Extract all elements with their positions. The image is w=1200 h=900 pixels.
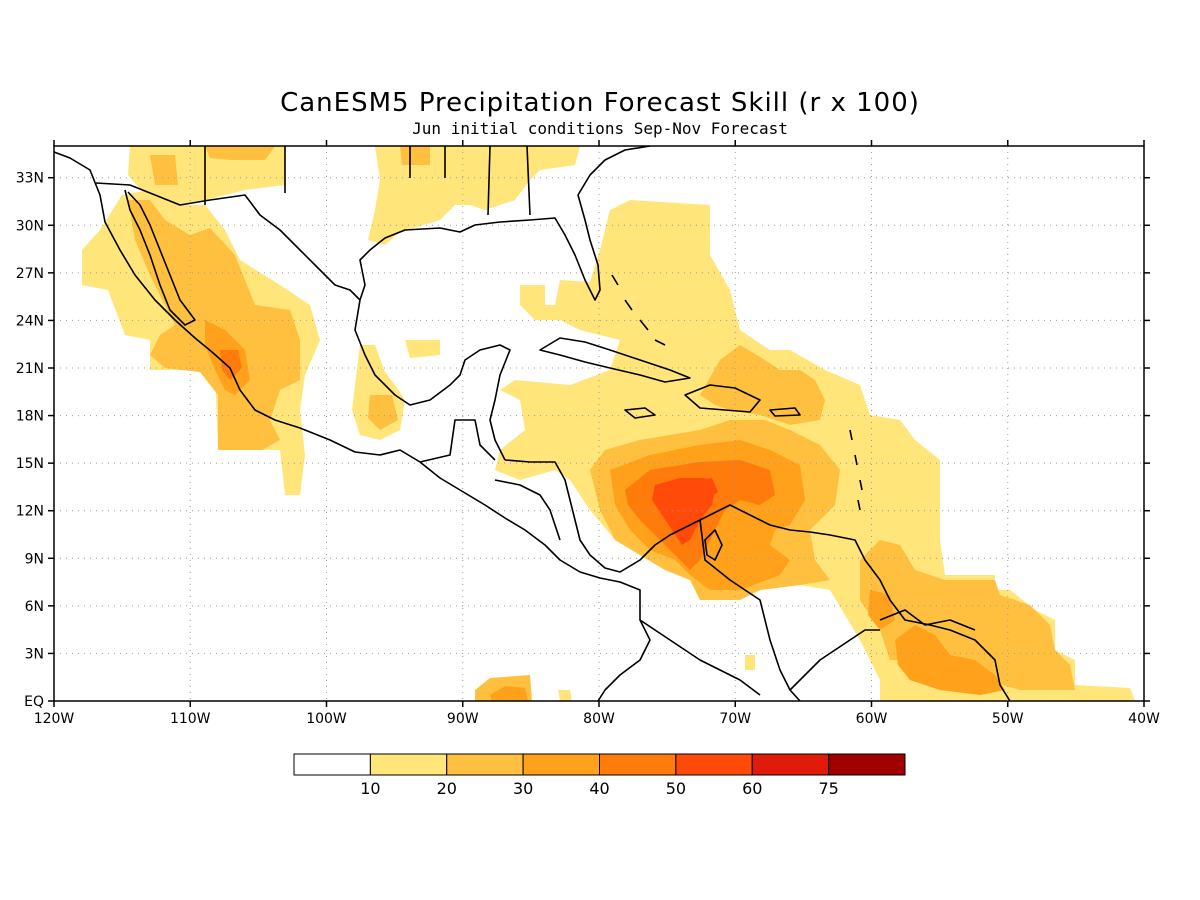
gulf-coast-mexico	[354, 299, 511, 461]
skill-region-pacific-eq-10	[558, 690, 572, 701]
lake-maracaibo	[704, 529, 723, 561]
colorbar-swatch	[828, 753, 906, 776]
y-tick-label: 33N	[16, 171, 44, 187]
colombia-peru-border	[639, 619, 761, 696]
colorbar-label: 10	[360, 779, 380, 798]
mexico-pacific-coast	[54, 151, 651, 701]
skill-shading	[82, 146, 1135, 701]
y-tick-label: 18N	[16, 409, 44, 425]
skill-region-gulf-us-20	[400, 146, 430, 165]
jamaica-island	[624, 407, 656, 419]
x-tick-label: 70W	[719, 711, 751, 727]
x-axis-ticks: 120W 110W 100W 90W 80W 70W 60W 50W 40W	[34, 140, 1160, 727]
skill-region-guianas-30b	[868, 590, 895, 630]
y-tick-label: 30N	[16, 218, 44, 234]
map-gridlines	[54, 146, 1144, 701]
skill-region-caribbean-50	[652, 478, 715, 545]
x-tick-label: 60W	[856, 711, 888, 727]
y-tick-label: 6N	[25, 599, 44, 615]
colombia-venezuela-border	[699, 519, 801, 701]
colorbar-label: 40	[589, 779, 609, 798]
y-tick-label: 24N	[16, 313, 44, 329]
y-tick-label: 21N	[16, 361, 44, 377]
map-subtitle: Jun initial conditions Sep-Nov Forecast	[412, 119, 788, 138]
y-tick-label: EQ	[24, 694, 44, 710]
x-tick-label: 120W	[34, 711, 75, 727]
colorbar-label: 50	[666, 779, 686, 798]
y-tick-label: 9N	[25, 551, 44, 567]
y-tick-label: 27N	[16, 266, 44, 282]
coastlines	[54, 146, 1011, 701]
skill-region-guianas-30	[895, 625, 1005, 695]
lesser-antilles	[849, 429, 863, 511]
colorbar-swatch	[751, 753, 830, 776]
colorbar-swatch	[599, 753, 677, 776]
baja-peninsula	[124, 189, 196, 326]
honduras-nicaragua-border	[494, 479, 561, 541]
x-tick-label: 100W	[306, 711, 347, 727]
map-title: CanESM5 Precipitation Forecast Skill (r …	[280, 88, 920, 118]
us-state-borders	[284, 146, 531, 216]
skill-region-caribbean-50b	[700, 478, 718, 498]
guyana-border	[879, 609, 976, 631]
x-tick-label: 40W	[1128, 711, 1160, 727]
y-tick-label: 3N	[25, 646, 44, 662]
skill-region-amazon-10	[745, 655, 755, 670]
y-axis-ticks: EQ 3N 6N 9N 12N 15N 18N 21N 24N 27N 30N 33N	[16, 171, 1150, 710]
colorbar: 10 20 30 40 50 60 75	[293, 753, 906, 798]
venezuela-brazil-border	[789, 629, 880, 691]
skill-region-mexico-40	[220, 350, 242, 380]
colorbar-swatch	[446, 753, 524, 776]
x-tick-label: 80W	[583, 711, 615, 727]
y-tick-label: 12N	[16, 504, 44, 520]
x-tick-label: 110W	[170, 711, 211, 727]
skill-region-bay-campeche-20	[368, 395, 398, 430]
skill-region-yucatan-small	[405, 340, 440, 358]
colorbar-label: 30	[513, 779, 533, 798]
hispaniola-island	[684, 384, 761, 413]
cuba-island	[539, 337, 691, 383]
colorbar-label: 60	[742, 779, 762, 798]
colorbar-label: 75	[818, 779, 838, 798]
puerto-rico-island	[769, 407, 801, 417]
colorbar-swatch	[522, 753, 600, 776]
skill-region-sw-us-20b	[205, 146, 275, 160]
colorbar-swatch	[293, 753, 371, 776]
skill-region-eastern-caribbean-20	[700, 345, 825, 425]
gulf-coast-us	[359, 146, 651, 301]
skill-region-gulf-us	[368, 146, 580, 245]
us-mexico-border	[95, 182, 361, 301]
bahamas	[611, 274, 666, 346]
x-tick-label: 50W	[992, 711, 1024, 727]
y-tick-label: 15N	[16, 456, 44, 472]
colorbar-label: 20	[437, 779, 457, 798]
colorbar-swatch	[675, 753, 753, 776]
colorbar-swatch	[369, 753, 448, 776]
skill-region-pacific-eq-30	[490, 686, 528, 701]
x-tick-label: 90W	[447, 711, 479, 727]
guatemala-border	[419, 419, 496, 463]
